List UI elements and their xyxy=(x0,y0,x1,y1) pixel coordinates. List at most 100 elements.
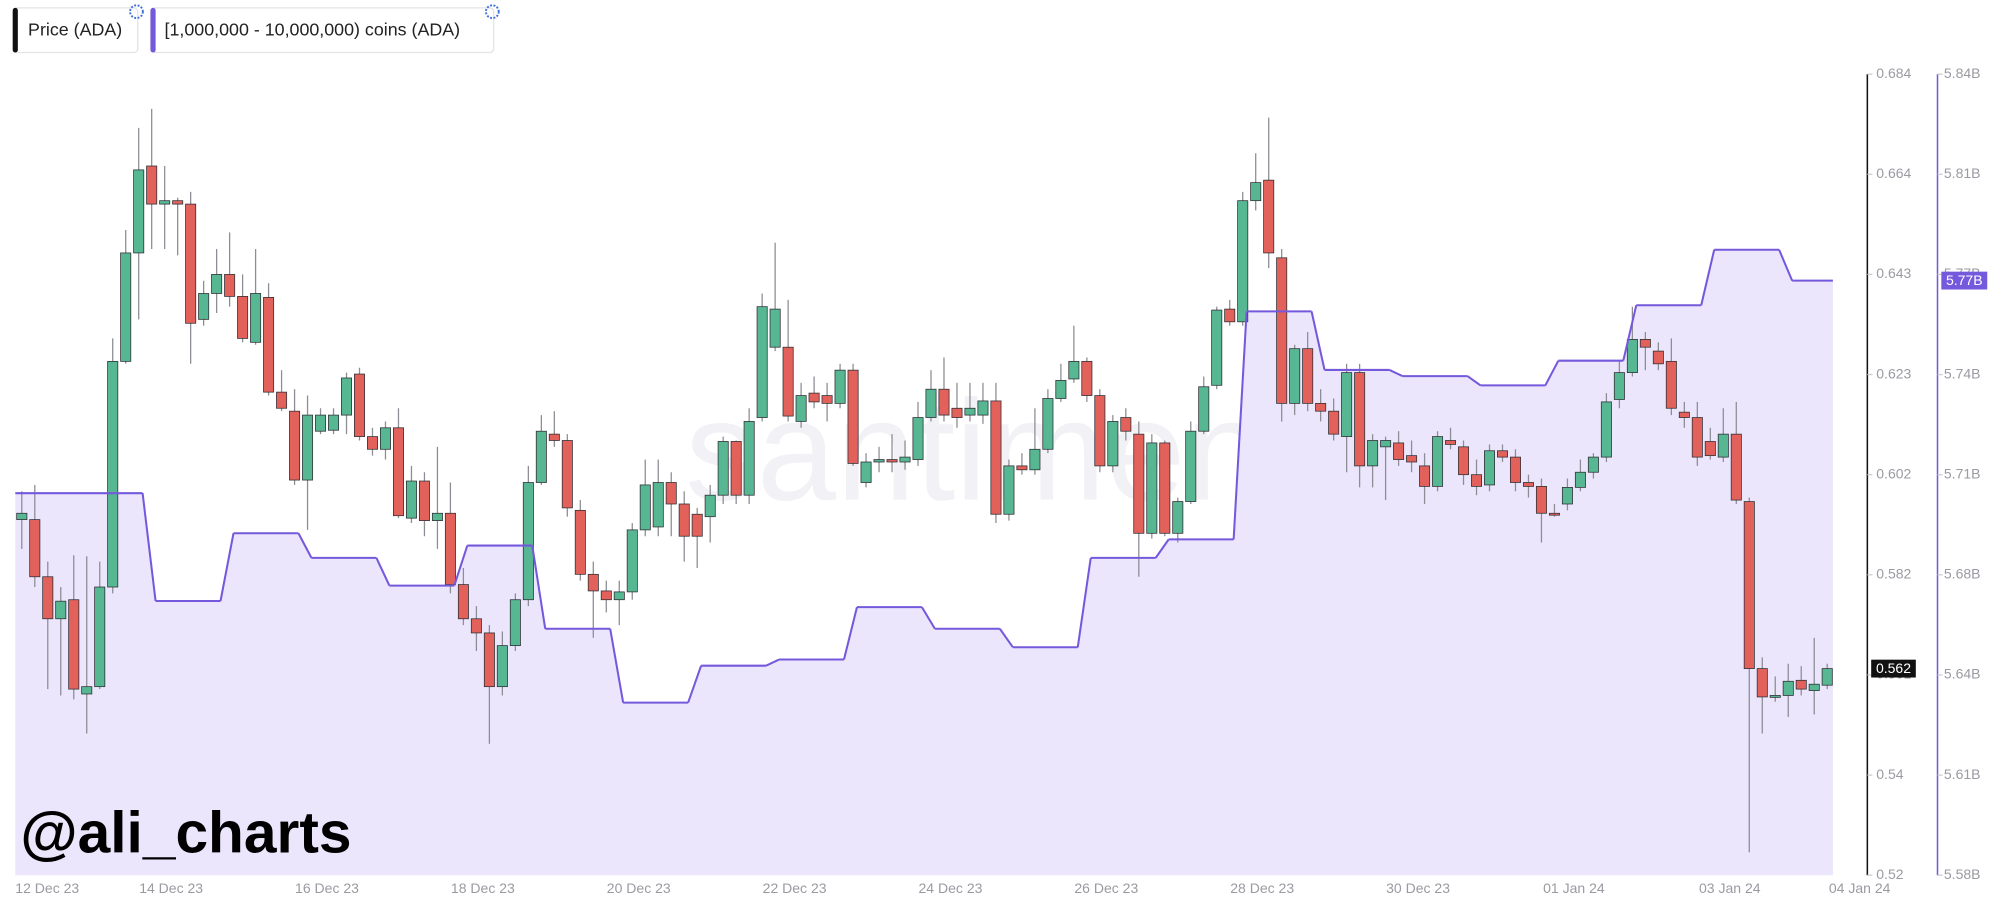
y-tick-label: 0.52 xyxy=(1876,866,1903,882)
candle-body xyxy=(1198,386,1210,432)
candle-body xyxy=(1250,182,1262,202)
candle-body xyxy=(977,400,989,416)
candle-body xyxy=(964,407,976,416)
candle-body xyxy=(1211,309,1223,386)
candle-body xyxy=(94,586,106,688)
candle-body xyxy=(1120,417,1132,432)
candle-body xyxy=(1652,350,1664,365)
candle-body xyxy=(678,503,690,537)
candle-body xyxy=(1795,679,1807,690)
x-tick-label: 22 Dec 23 xyxy=(763,880,827,896)
candle-body xyxy=(159,200,171,205)
candle-body xyxy=(289,410,301,481)
candle-body xyxy=(1302,348,1314,404)
candle-body xyxy=(55,600,67,620)
x-tick-label: 20 Dec 23 xyxy=(607,880,671,896)
candle-body xyxy=(68,599,80,690)
candle-body xyxy=(1600,401,1612,458)
candle-body xyxy=(405,480,417,519)
candle-body xyxy=(704,494,716,518)
candle-body xyxy=(1626,339,1638,373)
holdings-connector xyxy=(1466,375,1482,387)
candle-body xyxy=(457,584,469,620)
legend-swatch xyxy=(12,7,18,53)
candle-body xyxy=(587,573,599,592)
y-tick-label: 0.602 xyxy=(1876,465,1911,481)
x-tick-label: 14 Dec 23 xyxy=(139,880,203,896)
candle-body xyxy=(509,599,521,647)
candle-body xyxy=(665,482,677,505)
candle-body xyxy=(328,414,340,431)
candle-body xyxy=(847,369,859,464)
candle-body xyxy=(1445,440,1457,445)
last-price-badge xyxy=(1871,659,1916,678)
last-value-badge xyxy=(1941,271,1988,290)
candle-body xyxy=(1419,465,1431,487)
candle-body xyxy=(1782,680,1794,696)
candle-body xyxy=(379,427,391,450)
y-tick-label: 0.623 xyxy=(1876,365,1911,381)
candle-body xyxy=(431,512,443,521)
holdings-connector xyxy=(842,606,858,660)
candle-body xyxy=(561,440,573,509)
candle-body xyxy=(1691,417,1703,458)
settings-icon[interactable] xyxy=(485,4,500,20)
x-tick-label: 16 Dec 23 xyxy=(295,880,359,896)
candle-body xyxy=(392,427,404,517)
x-tick-label: 18 Dec 23 xyxy=(451,880,515,896)
candle-body xyxy=(873,459,885,463)
candle-body xyxy=(1107,421,1119,467)
candle-body xyxy=(1159,442,1171,534)
candle-body xyxy=(1432,436,1444,487)
candle-body xyxy=(522,482,534,601)
candle-body xyxy=(146,165,158,205)
candle-body xyxy=(1484,450,1495,486)
candle-body xyxy=(16,512,28,521)
candle-body xyxy=(1055,380,1067,399)
candle-body xyxy=(1808,683,1820,691)
candle-body xyxy=(185,203,197,324)
candle-body xyxy=(1094,395,1106,467)
candle-body xyxy=(133,169,145,254)
y-tick-label: 0.582 xyxy=(1876,566,1911,582)
candle-body xyxy=(912,417,924,460)
holdings-connector xyxy=(921,606,936,630)
candle-body xyxy=(899,456,911,463)
plot: 0.6840.6640.6430.6230.6020.5820.5610.540… xyxy=(15,65,1988,896)
y2-tick-label: 5.64B xyxy=(1944,666,1981,682)
candle-body xyxy=(951,407,963,418)
candle-body xyxy=(548,433,560,441)
candle-body xyxy=(613,591,625,601)
candle-body xyxy=(730,441,742,496)
candle-body xyxy=(1821,668,1833,686)
candle-body xyxy=(418,480,430,521)
candle-body xyxy=(302,414,314,481)
candle-body xyxy=(1341,372,1353,437)
holdings-connector xyxy=(1154,538,1170,559)
holdings-connector xyxy=(1544,360,1560,386)
candle-body xyxy=(1730,433,1742,501)
candles xyxy=(16,108,1833,853)
holdings-connector xyxy=(297,532,313,559)
holdings-connector xyxy=(453,545,469,586)
x-tick-label: 26 Dec 23 xyxy=(1074,880,1138,896)
holdings-connector xyxy=(531,545,547,629)
legend-label: [1,000,000 - 10,000,000) coins (ADA) xyxy=(165,20,461,40)
candle-body xyxy=(224,274,236,297)
candle-body xyxy=(574,509,586,575)
candle-body xyxy=(1639,339,1651,348)
candle-body xyxy=(1289,348,1301,404)
candle-body xyxy=(1561,487,1573,505)
legend-swatch xyxy=(150,7,156,53)
candle-body xyxy=(1263,179,1275,254)
holdings-connector xyxy=(765,658,780,667)
candle-body xyxy=(354,373,365,437)
candle-body xyxy=(1535,486,1547,514)
candle-body xyxy=(29,519,41,578)
candle-body xyxy=(1016,465,1028,471)
settings-icon[interactable] xyxy=(129,4,144,20)
holdings-connector xyxy=(1389,369,1403,378)
holdings-connector xyxy=(1622,305,1638,361)
candle-body xyxy=(1704,441,1716,457)
